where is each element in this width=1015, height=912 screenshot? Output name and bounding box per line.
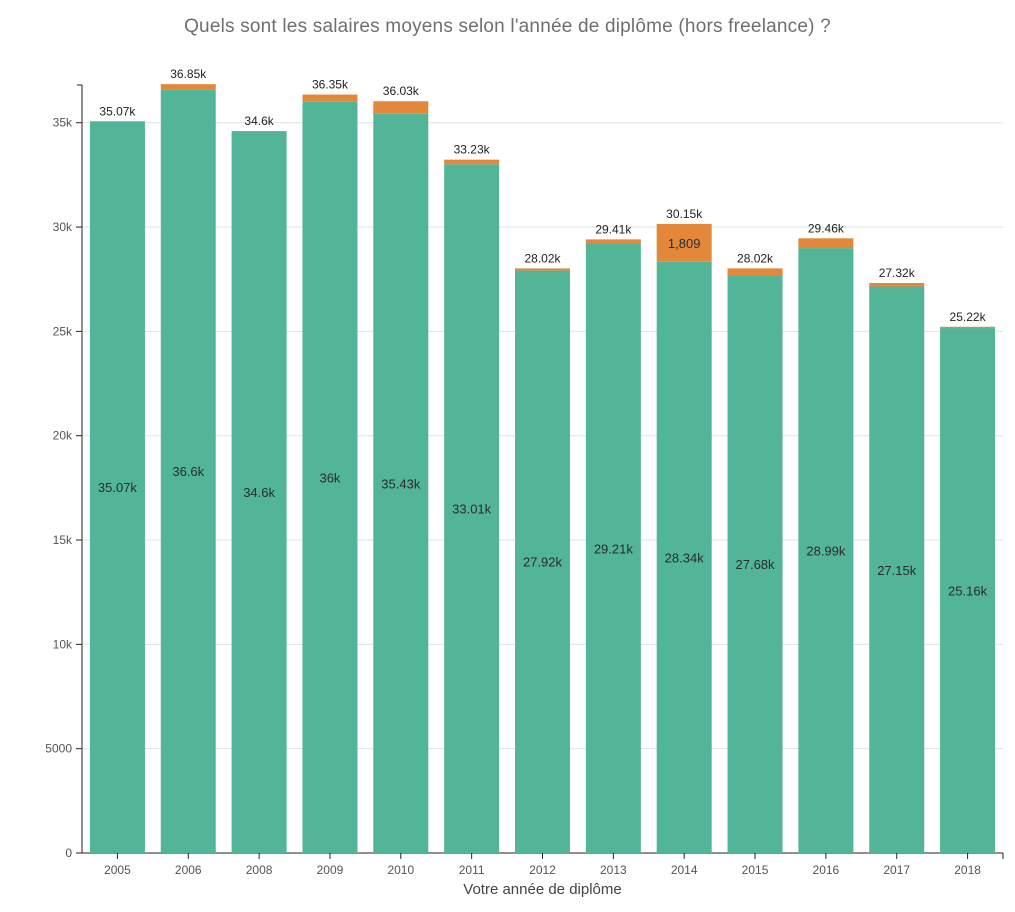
y-tick-label: 0 bbox=[65, 846, 72, 860]
bar-value-label: 27.92k bbox=[523, 555, 563, 570]
bar-value-label: 36k bbox=[319, 470, 340, 485]
bar-value-label: 27.15k bbox=[877, 563, 917, 578]
bar-segment-extra bbox=[302, 94, 358, 102]
bar-segment-base bbox=[444, 164, 500, 854]
bar-segment-base bbox=[515, 270, 570, 853]
bar-extra-label: 1,809 bbox=[668, 236, 701, 251]
bar-total-label: 36.35k bbox=[312, 78, 349, 92]
y-tick-label: 25k bbox=[53, 324, 73, 338]
bar-segment-base bbox=[940, 328, 996, 853]
bar-segment-extra bbox=[444, 159, 500, 165]
bar-total-label: 34.6k bbox=[244, 114, 274, 128]
bar-segment-base bbox=[585, 243, 641, 854]
bar-value-label: 36.6k bbox=[172, 464, 204, 479]
bar-total-label: 30.15k bbox=[666, 207, 703, 221]
bar-value-label: 34.6k bbox=[243, 485, 275, 500]
bar-total-label: 36.85k bbox=[170, 67, 207, 81]
bar-total-label: 28.02k bbox=[737, 251, 774, 265]
bar-segment-extra bbox=[940, 326, 996, 329]
bar-total-label: 36.03k bbox=[383, 84, 420, 98]
x-tick-label: 2009 bbox=[317, 863, 344, 877]
x-tick-label: 2011 bbox=[459, 863, 485, 877]
bar-total-label: 27.32k bbox=[879, 266, 916, 280]
bar-segment-extra bbox=[585, 239, 641, 244]
bar-segment-base bbox=[656, 261, 712, 853]
x-tick-label: 2006 bbox=[175, 863, 202, 877]
y-tick-label: 30k bbox=[53, 220, 73, 234]
bar-segment-base bbox=[160, 89, 216, 853]
bar-total-label: 25.22k bbox=[950, 310, 987, 324]
bar-segment-base bbox=[727, 275, 783, 853]
x-tick-label: 2005 bbox=[104, 863, 131, 877]
x-tick-label: 2012 bbox=[529, 863, 556, 877]
bar-total-label: 29.41k bbox=[595, 222, 632, 236]
chart-title: Quels sont les salaires moyens selon l'a… bbox=[184, 16, 831, 37]
bar-segment-extra bbox=[515, 268, 570, 271]
bar-segment-base bbox=[373, 113, 429, 853]
y-tick-label: 10k bbox=[53, 637, 73, 651]
x-tick-label: 2015 bbox=[742, 863, 769, 877]
x-tick-label: 2018 bbox=[954, 863, 981, 877]
bar-total-label: 28.02k bbox=[524, 251, 561, 265]
bar-segment-extra bbox=[727, 268, 783, 276]
bar-value-label: 25.16k bbox=[948, 584, 988, 599]
bar-segment-extra bbox=[798, 238, 854, 249]
bar-value-label: 33.01k bbox=[452, 502, 492, 517]
y-tick-label: 35k bbox=[53, 116, 73, 130]
x-tick-label: 2016 bbox=[813, 863, 840, 877]
bar-value-label: 35.07k bbox=[98, 480, 138, 495]
x-tick-label: 2017 bbox=[883, 863, 910, 877]
x-tick-label: 2008 bbox=[246, 863, 273, 877]
bar-segment-base bbox=[798, 248, 854, 853]
bar-segment-extra bbox=[160, 84, 216, 90]
bar-segment-base bbox=[231, 131, 287, 854]
y-tick-label: 5000 bbox=[45, 742, 72, 756]
bar-segment-extra bbox=[373, 101, 429, 114]
bar-total-label: 35.07k bbox=[99, 104, 136, 118]
bar-total-label: 33.23k bbox=[454, 143, 491, 157]
bar-total-label: 29.46k bbox=[808, 221, 845, 235]
bar-value-label: 28.34k bbox=[665, 550, 705, 565]
bar-segment-extra bbox=[869, 282, 925, 287]
bar-segment-base bbox=[89, 121, 145, 853]
bar-value-label: 28.99k bbox=[806, 544, 846, 559]
x-axis-title: Votre année de diplôme bbox=[463, 881, 621, 898]
y-tick-label: 15k bbox=[53, 533, 73, 547]
bar-segment-base bbox=[869, 286, 925, 853]
bar-value-label: 27.68k bbox=[736, 557, 776, 572]
y-tick-label: 20k bbox=[53, 429, 73, 443]
bar-segment-base bbox=[302, 101, 358, 854]
x-tick-label: 2014 bbox=[671, 863, 698, 877]
bar-segment-extra bbox=[656, 223, 712, 262]
bar-value-label: 35.43k bbox=[381, 476, 421, 491]
bar-value-label: 29.21k bbox=[594, 541, 634, 556]
x-tick-label: 2010 bbox=[387, 863, 414, 877]
x-tick-label: 2013 bbox=[600, 863, 627, 877]
